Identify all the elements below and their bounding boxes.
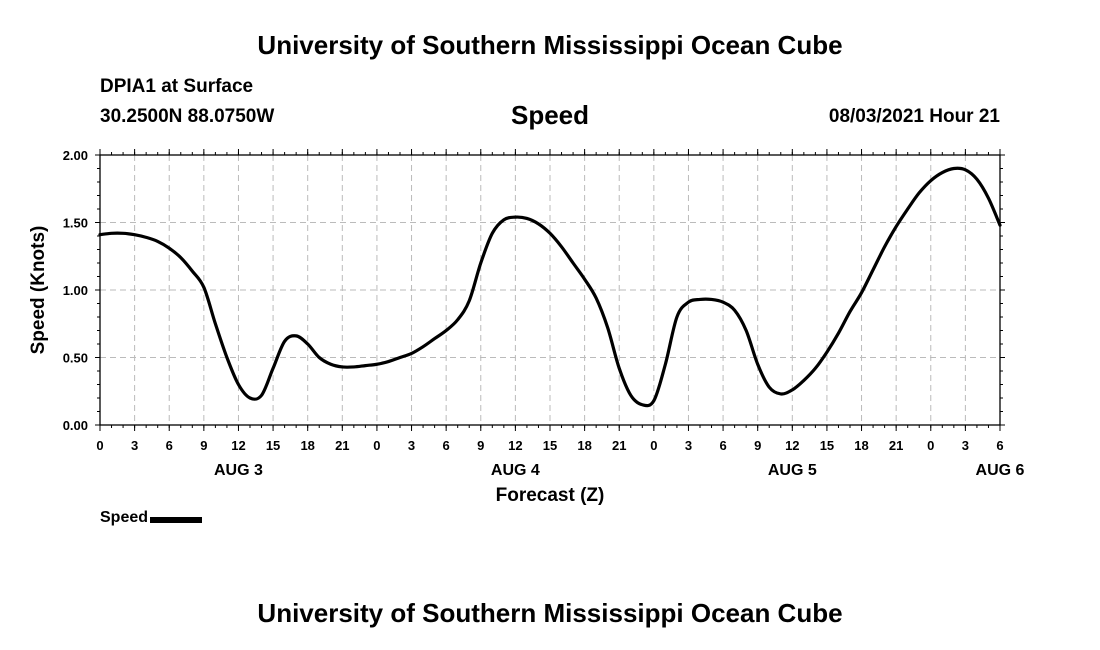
x-tick-label: 18 (577, 438, 591, 453)
x-tick-label: 3 (962, 438, 969, 453)
page-title: University of Southern Mississippi Ocean… (257, 30, 843, 60)
x-tick-label: 12 (785, 438, 799, 453)
x-tick-label: 0 (927, 438, 934, 453)
x-tick-label: 21 (612, 438, 626, 453)
x-tick-label: 0 (373, 438, 380, 453)
y-tick-label: 1.00 (63, 283, 88, 298)
x-tick-label: 9 (754, 438, 761, 453)
axis-tick-labels: 0.00 0.50 1.00 1.50 2.00 0 3 6 9 12 15 18 21 0 3 6 9 12 15… (63, 148, 1025, 479)
x-tick-label: 21 (335, 438, 349, 453)
y-axis-title: Speed (Knots) (28, 226, 49, 355)
x-tick-label: 3 (408, 438, 415, 453)
y-tick-label: 0.00 (63, 418, 88, 433)
x-tick-label: 15 (266, 438, 280, 453)
x-tick-label: 9 (477, 438, 484, 453)
x-tick-label: 12 (231, 438, 245, 453)
footer-title: University of Southern Mississippi Ocean… (257, 598, 843, 628)
x-tick-label: 15 (543, 438, 557, 453)
x-tick-label: 15 (820, 438, 834, 453)
grid-lines (100, 155, 1000, 425)
date-label: AUG 4 (491, 462, 540, 479)
date-label: AUG 5 (768, 462, 817, 479)
station-coordinates: 30.2500N 88.0750W (100, 106, 275, 127)
y-tick-label: 1.50 (63, 216, 88, 231)
speed-series-line (98, 166, 1002, 408)
date-label: AUG 6 (976, 462, 1025, 479)
legend-swatch-speed (150, 516, 203, 523)
x-tick-label: 18 (854, 438, 868, 453)
x-tick-label: 6 (443, 438, 450, 453)
chart-title: Speed (510, 100, 590, 130)
forecast-run-time: 08/03/2021 Hour 21 (828, 106, 1000, 127)
plot-frame (99, 154, 1001, 426)
x-tick-label: 0 (96, 438, 103, 453)
y-tick-label: 0.50 (63, 351, 88, 366)
x-tick-label: 3 (685, 438, 692, 453)
y-tick-label: 2.00 (63, 148, 88, 163)
x-tick-label: 3 (131, 438, 138, 453)
x-tick-label: 6 (166, 438, 173, 453)
x-axis-title: Forecast (Z) (496, 485, 605, 506)
legend: Speed (100, 509, 203, 527)
x-tick-label: 21 (889, 438, 903, 453)
x-tick-label: 18 (300, 438, 314, 453)
x-tick-label: 6 (719, 438, 726, 453)
legend-label-speed: Speed (100, 509, 149, 526)
x-tick-label: 6 (996, 438, 1003, 453)
station-name: DPIA1 at Surface (100, 76, 254, 97)
x-tick-label: 12 (508, 438, 522, 453)
x-tick-label: 9 (200, 438, 207, 453)
x-tick-label: 0 (650, 438, 657, 453)
date-label: AUG 3 (214, 462, 263, 479)
